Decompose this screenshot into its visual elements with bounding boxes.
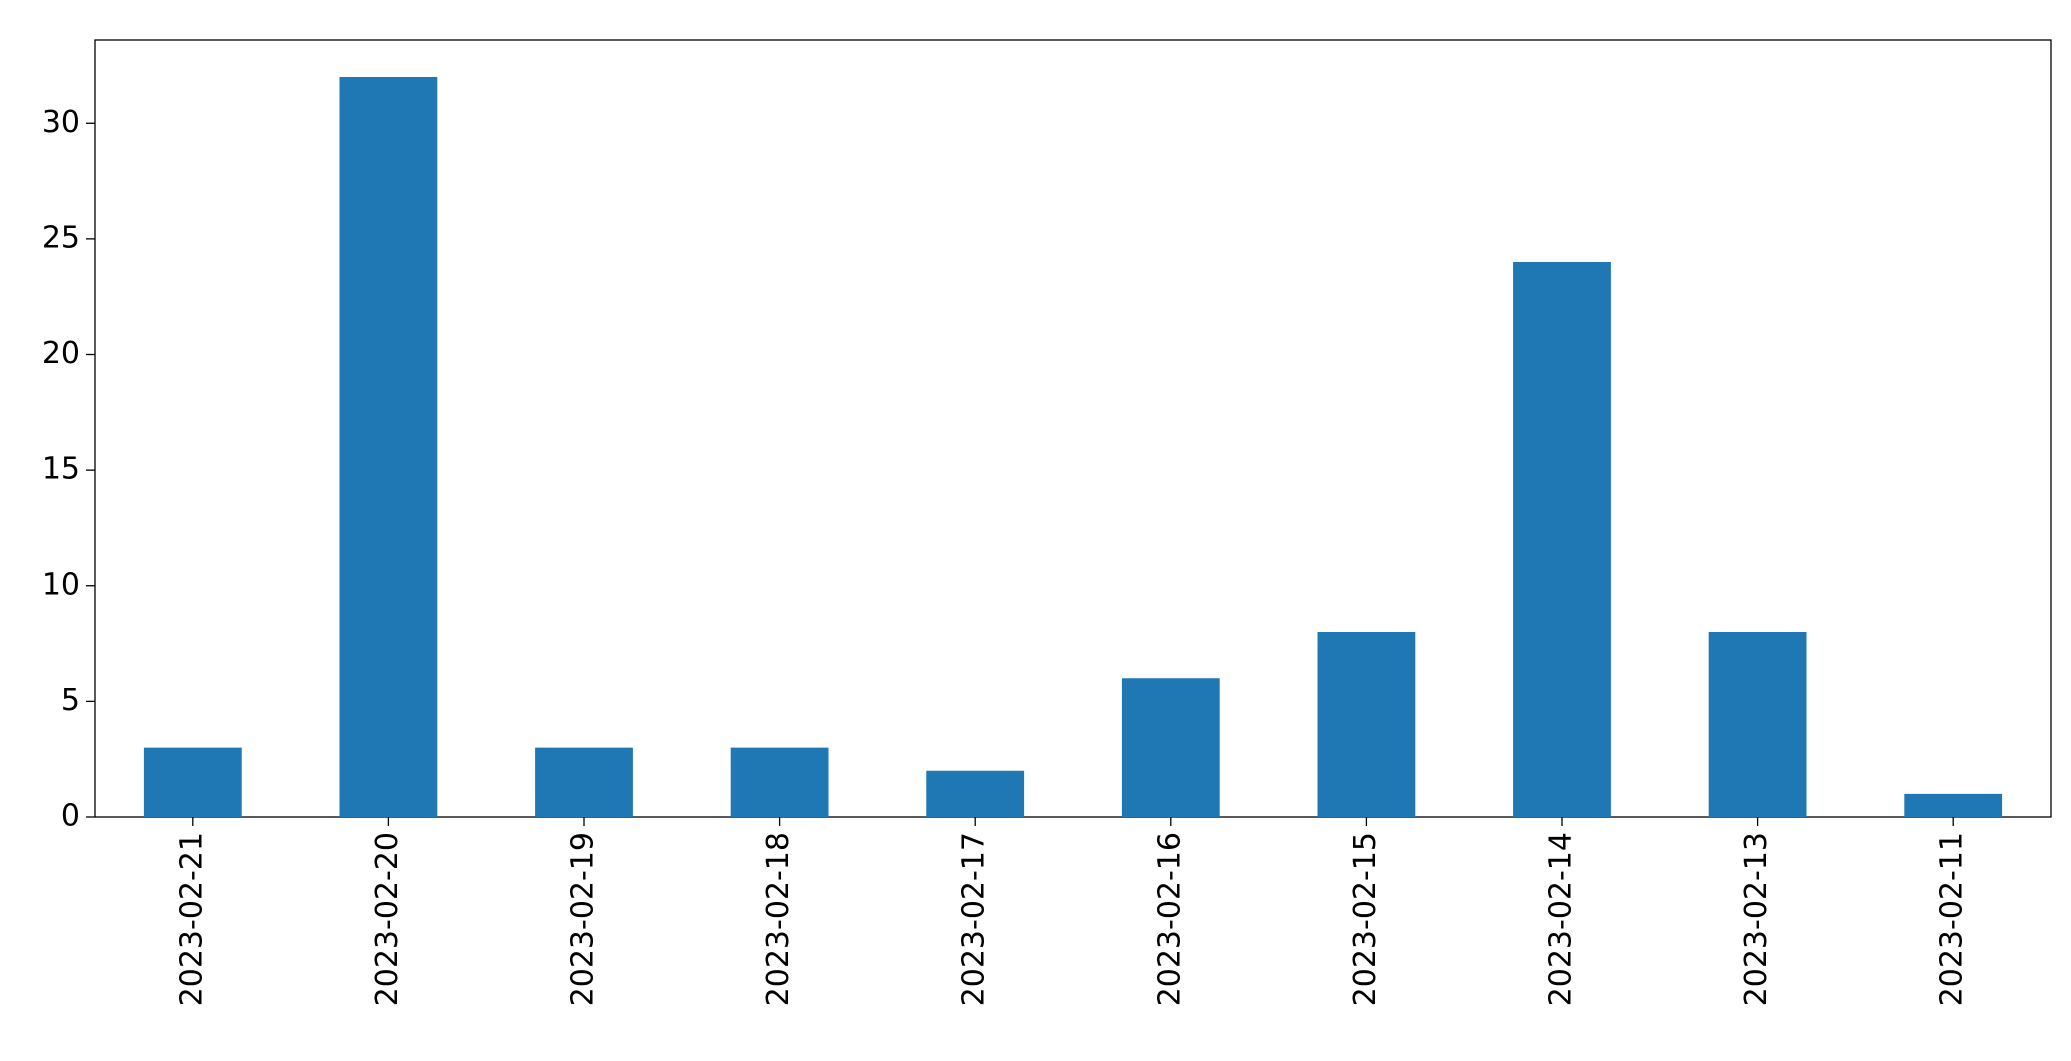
y-tick-label: 30 — [42, 105, 80, 140]
bar — [730, 747, 829, 817]
plot-frame — [94, 39, 2052, 818]
x-tick-label: 2023-02-17 — [957, 832, 992, 1006]
bar — [339, 77, 438, 817]
bar — [1904, 793, 2003, 817]
y-tick-label: 5 — [61, 683, 80, 718]
bar — [1513, 262, 1611, 817]
y-tick-label: 10 — [42, 567, 80, 602]
x-tick-label: 2023-02-20 — [370, 832, 405, 1006]
bar — [1121, 678, 1220, 817]
bar — [143, 747, 242, 817]
x-tick-label: 2023-02-19 — [566, 832, 601, 1006]
x-tick-label: 2023-02-14 — [1544, 832, 1579, 1006]
y-tick-label: 20 — [42, 336, 80, 371]
x-tick-label: 2023-02-11 — [1935, 832, 1970, 1006]
y-tick-label: 15 — [42, 452, 80, 487]
x-tick-label: 2023-02-21 — [174, 832, 209, 1006]
bar — [1708, 632, 1807, 817]
x-tick-label: 2023-02-13 — [1739, 832, 1774, 1006]
x-tick-label: 2023-02-16 — [1152, 832, 1187, 1006]
bar — [926, 770, 1025, 817]
bar — [535, 747, 633, 817]
bar — [1317, 632, 1416, 817]
x-tick-label: 2023-02-15 — [1348, 832, 1383, 1006]
y-tick-label: 25 — [42, 220, 80, 255]
y-tick-label: 0 — [61, 799, 80, 834]
x-tick-label: 2023-02-18 — [761, 832, 796, 1006]
